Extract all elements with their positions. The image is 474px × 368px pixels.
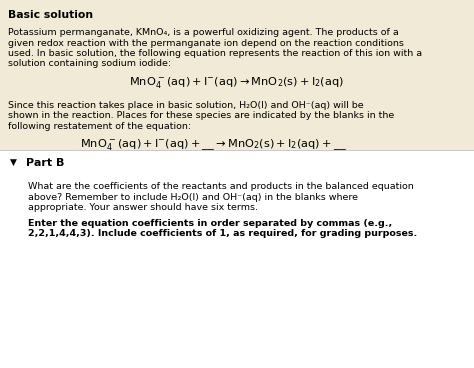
Text: Since this reaction takes place in basic solution, H₂O(l) and OH⁻(aq) will be: Since this reaction takes place in basic… (8, 101, 364, 110)
Bar (0, 150, 474, 368)
Text: Basic solution: Basic solution (8, 10, 93, 20)
Text: ▼: ▼ (10, 158, 17, 167)
Text: appropriate. Your answer should have six terms.: appropriate. Your answer should have six… (28, 203, 258, 212)
Text: $\mathrm{MnO_4^{\,-}(aq)+I^{-}(aq)\rightarrow MnO_2(s)+I_2(aq)}$: $\mathrm{MnO_4^{\,-}(aq)+I^{-}(aq)\right… (129, 75, 345, 90)
Text: What are the coefficients of the reactants and products in the balanced equation: What are the coefficients of the reactan… (28, 182, 414, 191)
Bar (0, 0, 474, 150)
Text: following restatement of the equation:: following restatement of the equation: (8, 122, 191, 131)
Text: $\mathrm{MnO_4^{\,-}(aq)+I^{-}(aq)+\_\_\rightarrow MnO_2(s)+I_2(aq)+\_\_}$: $\mathrm{MnO_4^{\,-}(aq)+I^{-}(aq)+\_\_\… (80, 138, 346, 152)
Text: Enter the equation coefficients in order separated by commas (e.g.,: Enter the equation coefficients in order… (28, 219, 392, 227)
Text: 2,2,1,4,4,3). Include coefficients of 1, as required, for grading purposes.: 2,2,1,4,4,3). Include coefficients of 1,… (28, 229, 417, 238)
Text: given redox reaction with the permanganate ion depend on the reaction conditions: given redox reaction with the permangana… (8, 39, 404, 47)
Text: solution containing sodium iodide:: solution containing sodium iodide: (8, 60, 171, 68)
Text: shown in the reaction. Places for these species are indicated by the blanks in t: shown in the reaction. Places for these … (8, 112, 394, 120)
Text: above? Remember to include H₂O(l) and OH⁻(aq) in the blanks where: above? Remember to include H₂O(l) and OH… (28, 192, 358, 202)
Text: used. In basic solution, the following equation represents the reaction of this : used. In basic solution, the following e… (8, 49, 422, 58)
Text: Part B: Part B (26, 158, 64, 168)
Text: Potassium permanganate, KMnO₄, is a powerful oxidizing agent. The products of a: Potassium permanganate, KMnO₄, is a powe… (8, 28, 399, 37)
